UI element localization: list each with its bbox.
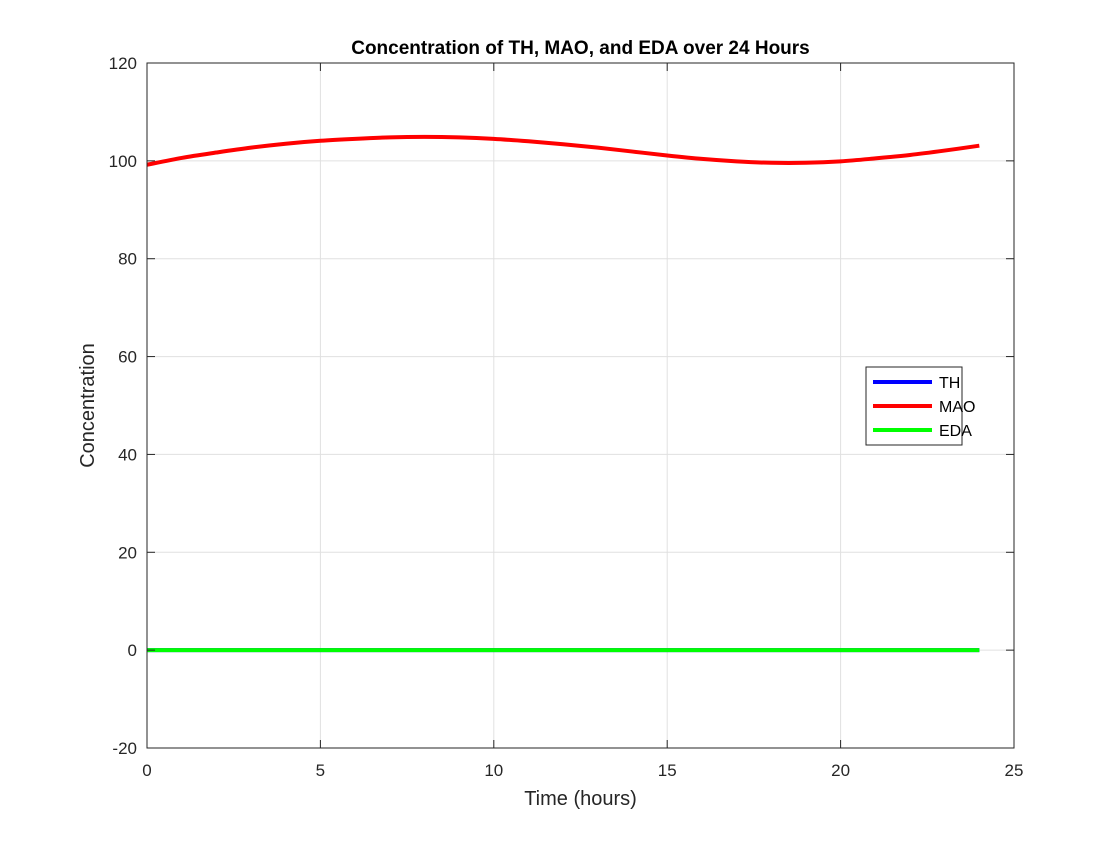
x-tick-label: 25: [1005, 761, 1024, 780]
plot-frame: [146, 62, 1015, 749]
legend-label-mao: MAO: [939, 399, 975, 416]
x-tick-label: 0: [142, 761, 151, 780]
legend: TH MAO EDA: [865, 366, 975, 446]
x-tick-label: 5: [316, 761, 325, 780]
y-tick-label: 0: [128, 641, 137, 660]
x-tick-label: 20: [831, 761, 850, 780]
y-tick-label: 80: [118, 250, 137, 269]
y-tick-label: 40: [118, 445, 137, 464]
series-lines: [146, 134, 980, 653]
y-tick-label: -20: [112, 739, 137, 758]
x-axis-label: Time (hours): [524, 788, 637, 810]
y-tick-label: 100: [109, 152, 137, 171]
x-tick-label: 15: [658, 761, 677, 780]
axis-ticks: 0 5 10 15 20 25 -20 0 20 40 60 80 100 120: [109, 54, 1024, 780]
legend-label-th: TH: [939, 375, 960, 392]
y-tick-label: 120: [109, 54, 137, 73]
y-axis-label: Concentration: [77, 343, 99, 468]
y-tick-label: 20: [118, 543, 137, 562]
series-line-mao: [146, 134, 980, 167]
legend-label-eda: EDA: [939, 423, 972, 440]
y-tick-label: 60: [118, 348, 137, 367]
x-tick-label: 10: [484, 761, 503, 780]
chart-title: Concentration of TH, MAO, and EDA over 2…: [351, 38, 810, 59]
